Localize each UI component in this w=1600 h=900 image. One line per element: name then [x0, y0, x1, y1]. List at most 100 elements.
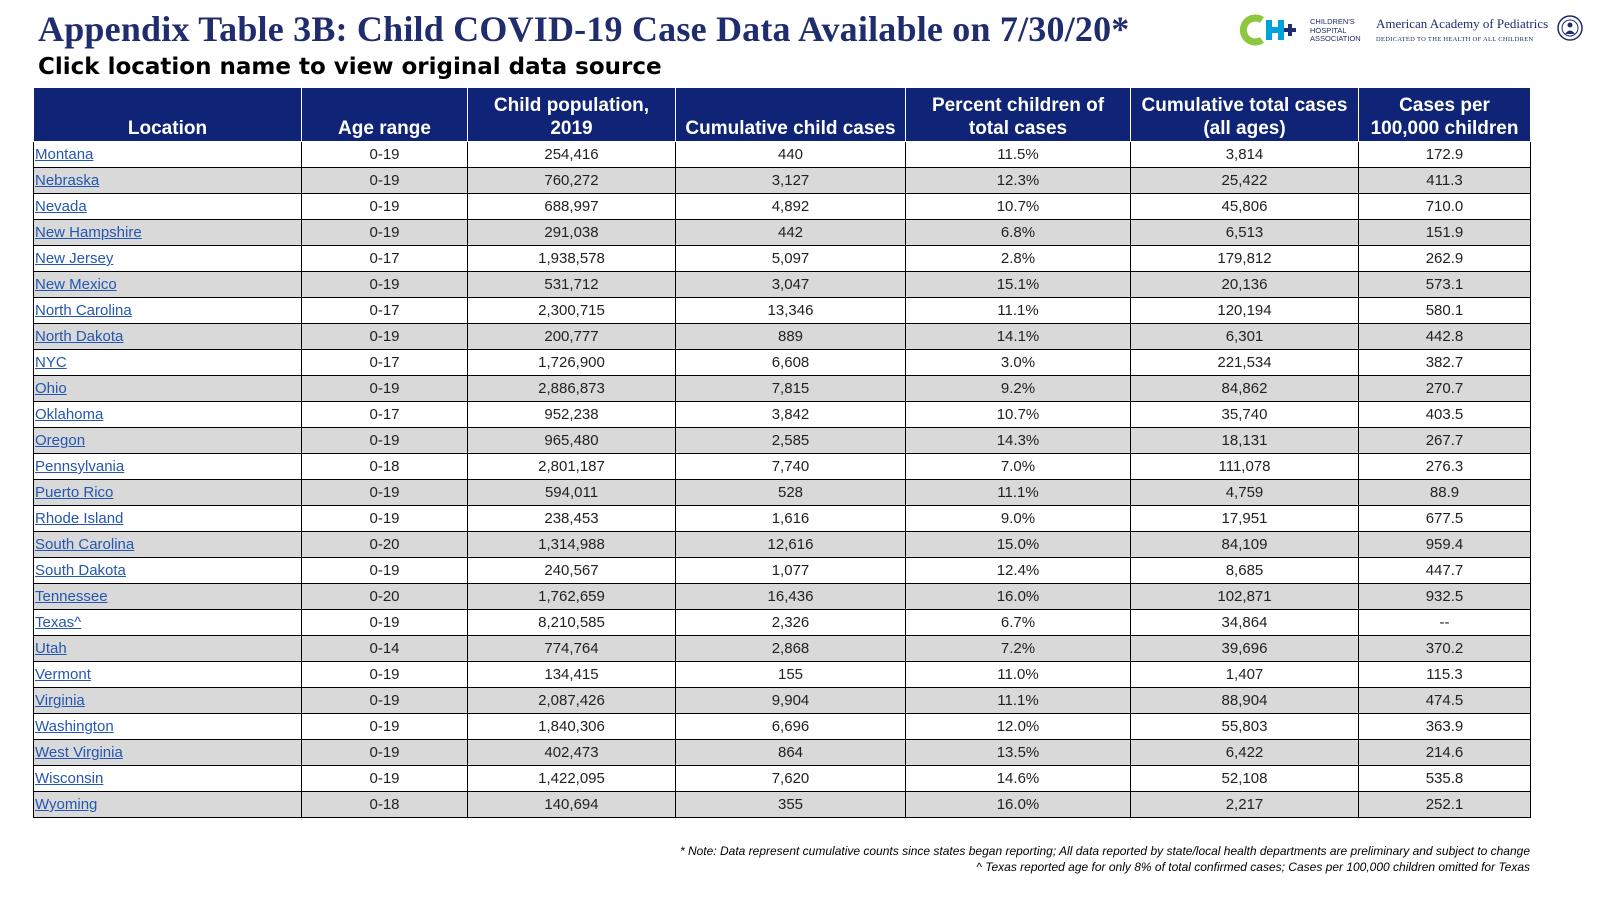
- location-link[interactable]: South Dakota: [35, 562, 126, 579]
- percent-children-cell: 11.0%: [905, 661, 1131, 688]
- percent-children-cell: 9.0%: [905, 505, 1131, 532]
- total-cases-cell: 179,812: [1130, 245, 1359, 272]
- location-link[interactable]: Montana: [35, 146, 94, 163]
- location-link[interactable]: Nevada: [35, 198, 87, 215]
- location-cell: Virginia: [33, 687, 302, 714]
- child-population-cell: 688,997: [467, 193, 676, 220]
- cases-per-100k-cell: 959.4: [1358, 531, 1531, 558]
- aap-seal-icon: [1557, 15, 1583, 41]
- age-range-cell: 0-19: [301, 713, 468, 740]
- location-link[interactable]: Rhode Island: [35, 510, 124, 527]
- percent-children-cell: 16.0%: [905, 791, 1131, 818]
- child-population-cell: 760,272: [467, 167, 676, 194]
- table-row: Oregon 0-19 965,480 2,585 14.3% 18,131 267.7: [33, 427, 1531, 454]
- location-cell: Oregon: [33, 427, 302, 454]
- location-link[interactable]: Oregon: [35, 432, 86, 449]
- child-cases-cell: 7,815: [675, 375, 906, 402]
- total-cases-cell: 2,217: [1130, 791, 1359, 818]
- percent-children-cell: 2.8%: [905, 245, 1131, 272]
- location-link[interactable]: New Jersey: [35, 250, 114, 267]
- total-cases-cell: 8,685: [1130, 557, 1359, 584]
- child-population-cell: 2,087,426: [467, 687, 676, 714]
- location-link[interactable]: New Hampshire: [35, 224, 142, 241]
- child-population-cell: 134,415: [467, 661, 676, 688]
- child-population-cell: 594,011: [467, 479, 676, 506]
- percent-children-cell: 3.0%: [905, 349, 1131, 376]
- age-range-cell: 0-19: [301, 557, 468, 584]
- location-link[interactable]: Nebraska: [35, 172, 100, 189]
- location-cell: Wisconsin: [33, 765, 302, 792]
- table-row: New Jersey 0-17 1,938,578 5,097 2.8% 179,812 2…: [33, 245, 1531, 272]
- location-link[interactable]: Puerto Rico: [35, 484, 114, 501]
- age-range-cell: 0-19: [301, 687, 468, 714]
- child-population-cell: 531,712: [467, 271, 676, 298]
- location-link[interactable]: North Carolina: [35, 302, 132, 319]
- total-cases-cell: 52,108: [1130, 765, 1359, 792]
- table-row: Wisconsin 0-19 1,422,095 7,620 14.6% 52,108 53…: [33, 765, 1531, 792]
- location-cell: Nevada: [33, 193, 302, 220]
- table-row: Washington 0-19 1,840,306 6,696 12.0% 55,803 3…: [33, 713, 1531, 740]
- location-link[interactable]: Virginia: [35, 692, 85, 709]
- table-row: New Mexico 0-19 531,712 3,047 15.1% 20,136 573…: [33, 271, 1531, 298]
- child-population-cell: 774,764: [467, 635, 676, 662]
- column-header-age-range: Age range: [301, 87, 468, 142]
- total-cases-cell: 84,862: [1130, 375, 1359, 402]
- age-range-cell: 0-17: [301, 245, 468, 272]
- total-cases-cell: 6,422: [1130, 739, 1359, 766]
- child-cases-cell: 6,696: [675, 713, 906, 740]
- location-cell: North Carolina: [33, 297, 302, 324]
- age-range-cell: 0-19: [301, 167, 468, 194]
- page-subtitle: Click location name to view original dat…: [38, 54, 662, 80]
- location-cell: Puerto Rico: [33, 479, 302, 506]
- age-range-cell: 0-17: [301, 401, 468, 428]
- total-cases-cell: 120,194: [1130, 297, 1359, 324]
- cases-per-100k-cell: 270.7: [1358, 375, 1531, 402]
- location-link[interactable]: South Carolina: [35, 536, 135, 553]
- location-link[interactable]: Utah: [35, 640, 67, 657]
- child-population-cell: 2,300,715: [467, 297, 676, 324]
- location-link[interactable]: Vermont: [35, 666, 91, 683]
- total-cases-cell: 111,078: [1130, 453, 1359, 480]
- total-cases-cell: 18,131: [1130, 427, 1359, 454]
- age-range-cell: 0-19: [301, 141, 468, 168]
- location-link[interactable]: North Dakota: [35, 328, 124, 345]
- table-row: Utah 0-14 774,764 2,868 7.2% 39,696 370.2: [33, 635, 1531, 662]
- location-link[interactable]: Oklahoma: [35, 406, 104, 423]
- child-population-cell: 1,840,306: [467, 713, 676, 740]
- page-title: Appendix Table 3B: Child COVID-19 Case D…: [38, 9, 1130, 49]
- location-link[interactable]: West Virginia: [35, 744, 123, 761]
- location-link[interactable]: Tennessee: [35, 588, 108, 605]
- cha-logo-line3: ASSOCIATION: [1310, 34, 1361, 43]
- location-link[interactable]: NYC: [35, 354, 67, 371]
- cases-per-100k-cell: 442.8: [1358, 323, 1531, 350]
- table-row: Pennsylvania 0-18 2,801,187 7,740 7.0% 111,07…: [33, 453, 1531, 480]
- cha-logo: CHILDREN'S HOSPITAL ASSOCIATION: [1240, 12, 1368, 48]
- location-link[interactable]: Washington: [35, 718, 114, 735]
- cha-logo-text: CHILDREN'S HOSPITAL ASSOCIATION: [1310, 17, 1361, 44]
- location-link[interactable]: Ohio: [35, 380, 67, 397]
- child-cases-cell: 4,892: [675, 193, 906, 220]
- child-population-cell: 8,210,585: [467, 609, 676, 636]
- location-link[interactable]: Pennsylvania: [35, 458, 125, 475]
- total-cases-cell: 17,951: [1130, 505, 1359, 532]
- location-link[interactable]: Wisconsin: [35, 770, 104, 787]
- column-header-cases-per-100k: Cases per 100,000 children: [1358, 87, 1531, 142]
- location-link[interactable]: New Mexico: [35, 276, 117, 293]
- total-cases-cell: 84,109: [1130, 531, 1359, 558]
- footnote-note: * Note: Data represent cumulative counts…: [679, 844, 1530, 858]
- location-link[interactable]: Wyoming: [35, 796, 98, 813]
- aap-logo-name: American Academy of Pediatrics: [1376, 16, 1549, 31]
- age-range-cell: 0-19: [301, 427, 468, 454]
- cases-per-100k-cell: 677.5: [1358, 505, 1531, 532]
- table-row: Vermont 0-19 134,415 155 11.0% 1,407 115.3: [33, 661, 1531, 688]
- location-cell: South Carolina: [33, 531, 302, 558]
- child-cases-cell: 1,616: [675, 505, 906, 532]
- cases-per-100k-cell: 710.0: [1358, 193, 1531, 220]
- location-cell: NYC: [33, 349, 302, 376]
- location-cell: Rhode Island: [33, 505, 302, 532]
- age-range-cell: 0-19: [301, 739, 468, 766]
- table-body: Montana 0-19 254,416 440 11.5% 3,814 172.9 Nebr…: [33, 141, 1531, 818]
- table-row: North Dakota 0-19 200,777 889 14.1% 6,301 442.…: [33, 323, 1531, 350]
- location-link[interactable]: Texas^: [35, 614, 82, 631]
- child-population-cell: 238,453: [467, 505, 676, 532]
